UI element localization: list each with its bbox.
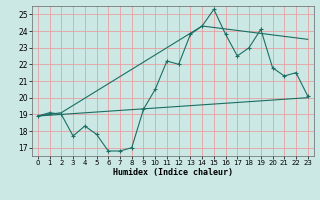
X-axis label: Humidex (Indice chaleur): Humidex (Indice chaleur) <box>113 168 233 177</box>
